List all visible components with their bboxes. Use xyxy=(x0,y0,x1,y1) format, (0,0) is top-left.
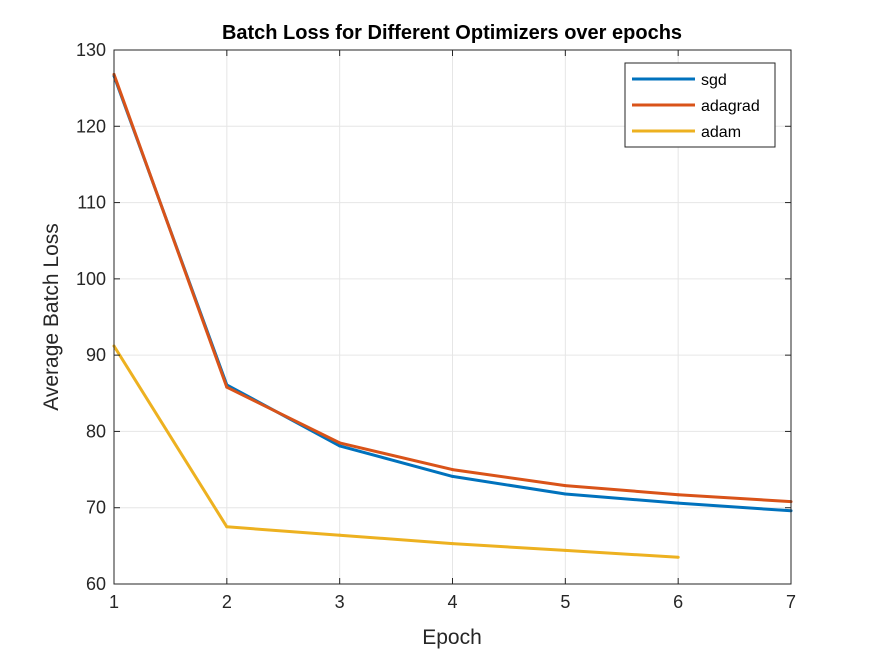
x-tick-label: 6 xyxy=(673,592,683,612)
legend-label-adam: adam xyxy=(701,124,741,141)
data-point-adagrad xyxy=(676,493,680,497)
legend-item-sgd: sgd xyxy=(632,72,727,89)
data-point-sgd xyxy=(451,474,454,478)
y-tick-label: 90 xyxy=(86,345,106,365)
y-tick-label: 110 xyxy=(77,193,106,213)
legend-items: sgd adagrad adam xyxy=(632,72,760,141)
legend-label-adagrad: adagrad xyxy=(701,98,760,115)
y-tick-label: 100 xyxy=(76,269,106,289)
data-point-adam xyxy=(451,542,454,546)
ticks: 1 2 3 4 5 6 7 60 70 80 90 100 110 120 130 xyxy=(76,40,796,612)
data-point-sgd xyxy=(338,444,342,448)
x-axis-label: Epoch xyxy=(422,626,482,649)
data-point-adam xyxy=(676,555,680,559)
x-tick-label: 5 xyxy=(560,592,570,612)
data-point-adam xyxy=(563,548,567,552)
x-tick-label: 7 xyxy=(786,592,796,612)
x-tick-label: 3 xyxy=(335,592,345,612)
legend-item-adam: adam xyxy=(632,124,741,141)
legend-label-sgd: sgd xyxy=(701,72,727,89)
y-tick-label: 60 xyxy=(86,574,106,594)
chart-title: Batch Loss for Different Optimizers over… xyxy=(222,22,682,44)
series-layer xyxy=(112,72,793,559)
y-tick-label: 130 xyxy=(76,40,106,60)
y-tick-label: 120 xyxy=(76,116,106,136)
y-axis-label: Average Batch Loss xyxy=(40,223,63,411)
data-point-adagrad xyxy=(338,441,342,445)
legend: sgd adagrad adam xyxy=(624,62,776,148)
x-tick-label: 1 xyxy=(109,592,119,612)
data-point-adagrad xyxy=(225,385,229,389)
y-tick-label: 70 xyxy=(86,498,106,518)
data-point-adam xyxy=(338,533,342,537)
x-tick-label: 4 xyxy=(447,592,457,612)
legend-item-adagrad: adagrad xyxy=(632,98,760,115)
data-point-sgd xyxy=(563,492,567,496)
series-line-adam xyxy=(112,345,679,559)
x-tick-label: 2 xyxy=(222,592,232,612)
data-point-adagrad xyxy=(563,484,567,488)
data-point-adagrad xyxy=(451,468,454,472)
y-tick-label: 80 xyxy=(86,421,106,441)
data-point-adam xyxy=(225,525,229,529)
data-point-sgd xyxy=(676,501,680,505)
